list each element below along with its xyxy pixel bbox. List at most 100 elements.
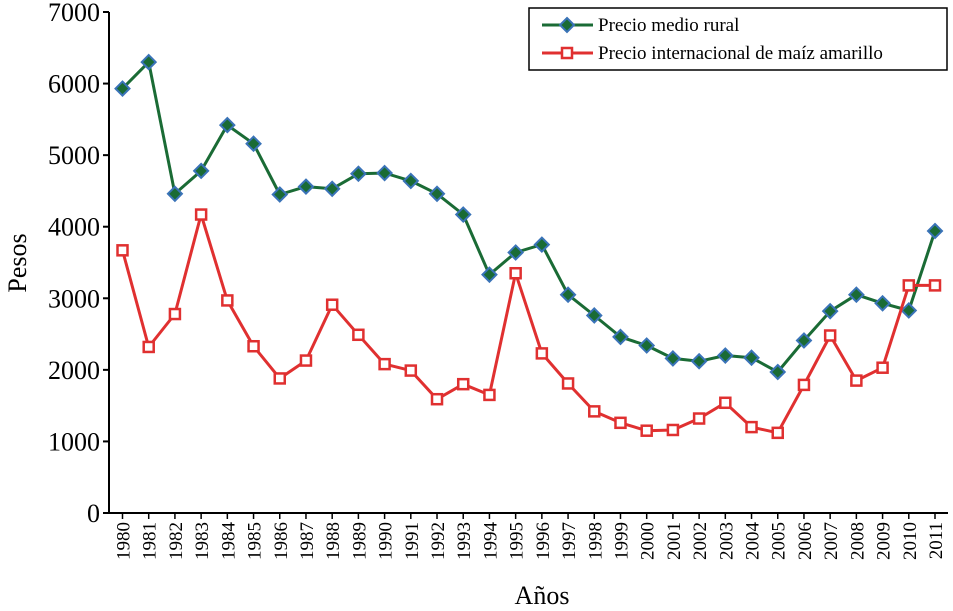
data-point xyxy=(666,423,680,437)
x-tick-label: 1994 xyxy=(480,522,501,561)
data-point xyxy=(218,116,236,134)
data-point xyxy=(168,307,182,321)
data-point xyxy=(481,266,498,284)
data-point xyxy=(797,378,811,392)
y-tick-label: 4000 xyxy=(48,213,100,242)
data-point xyxy=(588,405,601,418)
data-point xyxy=(454,206,472,223)
x-tick-label: 1999 xyxy=(611,522,632,560)
x-tick-label: 1985 xyxy=(245,522,266,560)
data-point xyxy=(349,165,367,183)
x-tick-label: 2006 xyxy=(795,522,816,560)
x-axis-title: Años xyxy=(515,581,570,610)
data-point xyxy=(509,266,522,280)
x-tick-label: 2005 xyxy=(769,522,790,560)
data-point xyxy=(719,396,732,410)
y-tick-label: 3000 xyxy=(48,284,100,313)
data-point xyxy=(166,185,184,203)
data-point xyxy=(638,337,656,354)
data-point xyxy=(245,135,262,153)
data-point xyxy=(271,186,289,203)
x-tick-label: 1986 xyxy=(271,522,292,560)
data-point xyxy=(273,372,287,385)
y-tick-label: 0 xyxy=(87,499,100,528)
data-point xyxy=(194,208,208,221)
data-point xyxy=(430,392,444,406)
data-point xyxy=(323,180,341,198)
data-point xyxy=(192,162,210,180)
x-tick-label: 1984 xyxy=(218,522,239,561)
data-point xyxy=(483,388,496,402)
legend-label-0: Precio medio rural xyxy=(598,15,739,36)
data-point xyxy=(745,420,758,434)
data-point xyxy=(926,222,944,240)
x-tick-label: 2010 xyxy=(900,522,921,560)
x-tick-label: 2008 xyxy=(847,522,868,560)
legend-box xyxy=(528,7,948,71)
x-tick-label: 1981 xyxy=(140,522,161,560)
data-point xyxy=(325,298,339,311)
data-point xyxy=(456,377,470,391)
series-layer xyxy=(114,53,944,440)
data-point xyxy=(559,286,577,304)
data-point xyxy=(352,328,365,342)
data-point xyxy=(140,53,158,71)
x-tick-label: 2007 xyxy=(821,522,842,560)
y-tick-label: 2000 xyxy=(48,356,100,385)
data-point xyxy=(823,329,837,342)
legend: Precio medio rural Precio internacional … xyxy=(528,7,948,71)
legend-label-1: Precio internacional de maíz amarillo xyxy=(598,43,883,64)
data-point xyxy=(614,416,627,430)
data-point xyxy=(378,357,391,371)
x-tick-label: 2000 xyxy=(638,522,659,560)
data-point xyxy=(821,302,839,320)
data-point xyxy=(428,185,446,203)
data-point xyxy=(847,286,865,304)
data-point xyxy=(692,412,706,425)
data-point xyxy=(585,307,603,324)
x-tick-label: 1987 xyxy=(297,522,318,560)
data-point xyxy=(404,364,418,377)
data-point xyxy=(533,236,551,254)
y-tick-label: 1000 xyxy=(48,427,100,456)
y-tick-label: 5000 xyxy=(48,141,100,170)
data-point xyxy=(874,294,891,312)
x-tick-label: 1995 xyxy=(507,522,528,560)
data-point xyxy=(769,363,787,381)
data-point xyxy=(297,178,315,196)
x-tick-label: 1990 xyxy=(376,522,397,560)
data-point xyxy=(612,328,629,346)
data-point xyxy=(902,279,916,292)
x-tick-label: 1997 xyxy=(559,522,580,560)
data-point xyxy=(535,347,549,360)
data-point xyxy=(247,339,260,353)
data-point xyxy=(402,172,420,190)
x-tick-label: 1992 xyxy=(428,522,449,560)
x-tick-label: 1989 xyxy=(349,522,370,560)
data-point xyxy=(876,361,889,374)
x-tick-label: 2003 xyxy=(716,522,737,560)
data-point xyxy=(507,244,525,261)
data-point xyxy=(928,279,942,292)
data-point xyxy=(900,302,918,319)
x-tick-label: 2009 xyxy=(874,522,895,560)
data-point xyxy=(664,349,682,367)
legend-marker-1 xyxy=(560,46,574,60)
data-point xyxy=(690,352,708,370)
x-tick-label: 1996 xyxy=(533,522,554,560)
x-tick-label: 1980 xyxy=(114,522,135,560)
x-tick-label: 1988 xyxy=(323,522,344,560)
data-point xyxy=(743,349,760,367)
x-tick-label: 1998 xyxy=(585,522,606,560)
data-point xyxy=(142,340,155,354)
x-tick-label: 1983 xyxy=(192,522,213,560)
data-point xyxy=(376,164,394,182)
x-tick-label: 2001 xyxy=(664,522,685,560)
series-1 xyxy=(116,208,942,440)
legend-marker-0 xyxy=(558,16,576,34)
y-tick-label: 6000 xyxy=(48,70,100,99)
x-tick-label: 2011 xyxy=(926,522,947,559)
x-tick-label: 2002 xyxy=(690,522,711,560)
